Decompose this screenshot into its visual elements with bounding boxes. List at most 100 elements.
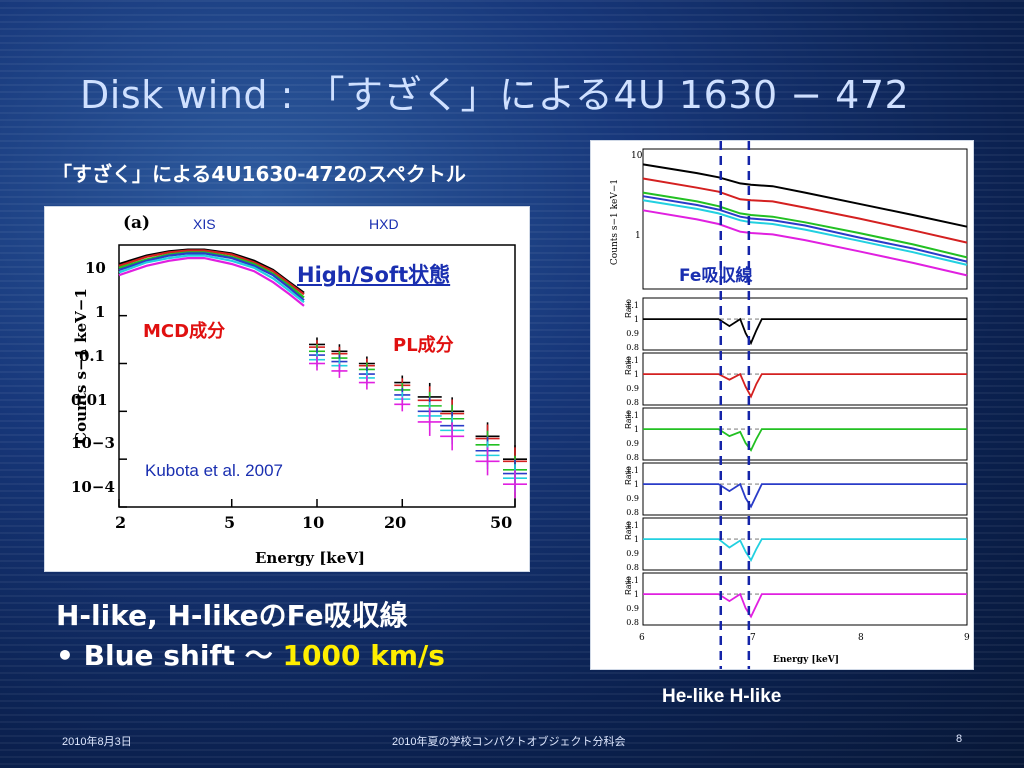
top-plot-frame <box>642 148 968 290</box>
spectrum-series-line <box>642 163 968 228</box>
iron-line-figure: 1.1 1 0.9 0.8 1.1 1 0.9 0.8 1.1 1 0.9 0.8 1.1 1 0.9 0.8… <box>590 140 974 670</box>
ratio-tick-label: 0.9 <box>626 604 639 613</box>
spectrum-series-line <box>642 177 968 244</box>
footer-center: 2010年夏の学校コンパクトオブジェクト分科会 <box>392 736 626 748</box>
spectrum-series-line <box>642 209 968 277</box>
x-tick-label: 8 <box>858 633 864 643</box>
x-tick-label: 10 <box>302 513 325 532</box>
ratio-tick-label: 1 <box>634 315 639 324</box>
ratio-panel-frame <box>642 517 968 571</box>
top-y-tick: 1 <box>635 231 641 241</box>
xis-spectrum-line <box>118 257 305 307</box>
ratio-tick-label: 0.9 <box>626 384 639 393</box>
x-tick-label: 5 <box>224 513 236 532</box>
ratio-series-line <box>643 592 967 619</box>
ratio-tick-label: 0.8 <box>626 563 639 572</box>
ratio-panel-frame <box>642 297 968 351</box>
x-tick-label: 2 <box>115 513 127 532</box>
ratio-tick-label: 1 <box>634 480 639 489</box>
citation-label: Kubota et al. 2007 <box>145 461 284 480</box>
x-axis-label: Energy [keV] <box>773 655 839 665</box>
x-tick-label: 6 <box>639 633 645 643</box>
y-tick-label: 10 <box>85 259 106 277</box>
y-tick-label: 0.01 <box>71 391 108 409</box>
spectrum-series-line <box>642 191 968 259</box>
x-tick-label: 50 <box>490 513 513 532</box>
ratio-tick-label: 1 <box>634 425 639 434</box>
ratio-axis-label: Ratio <box>623 410 633 429</box>
broadband-spectrum-figure: (a) XIS HXD High/Soft状態 MCD成分 PL成分 Kubot… <box>44 206 530 572</box>
bullet-line-2-prefix: • Blue shift 〜 <box>56 639 283 672</box>
ratio-tick-label: 1.1 <box>626 411 639 420</box>
ratio-tick-label: 0.9 <box>626 494 639 503</box>
ratio-axis-label: Ratio <box>623 356 633 375</box>
spectrum-series <box>118 248 527 474</box>
ratio-tick-label: 0.9 <box>626 549 639 558</box>
ratio-tick-label: 0.8 <box>626 453 639 462</box>
ratio-tick-label: 0.8 <box>626 398 639 407</box>
xis-spectrum-line <box>118 251 305 299</box>
panel-label: (a) <box>123 213 151 233</box>
spectrum-series <box>118 254 527 493</box>
ratio-tick-label: 1.1 <box>626 356 639 365</box>
he-h-like-label: He-like H-like <box>662 686 782 707</box>
footer-date: 2010年8月3日 <box>62 736 132 748</box>
bullet-block: H-like, H-likeのFe吸収線 • Blue shift 〜 1000… <box>56 596 445 676</box>
ratio-panel-frame <box>642 572 968 626</box>
state-label: High/Soft状態 <box>297 263 451 287</box>
ratio-tick-label: 1 <box>634 370 639 379</box>
ratio-series-line <box>643 482 967 509</box>
xis-spectrum-line <box>118 254 305 304</box>
iron-line-plot: 1.1 1 0.9 0.8 1.1 1 0.9 0.8 1.1 1 0.9 0.8 1.1 1 0.9 0.8… <box>626 141 968 669</box>
ratio-axis-label: Ratio <box>623 576 633 595</box>
ratio-tick-label: 0.8 <box>626 343 639 352</box>
pl-label: PL成分 <box>393 335 454 356</box>
top-y-tick: 10 <box>631 151 643 161</box>
ratio-tick-label: 0.8 <box>626 618 639 627</box>
ratio-tick-label: 1.1 <box>626 521 639 530</box>
ratio-panel-frame <box>642 462 968 516</box>
spectrum-series-line <box>642 195 968 263</box>
ratio-series-line <box>643 372 967 399</box>
spectrum-series <box>118 257 527 499</box>
footer-page: 8 <box>956 733 963 745</box>
x-tick-label: 9 <box>964 633 970 643</box>
ratio-axis-label: Ratio <box>623 521 633 540</box>
fe-absorption-label: Fe吸収線 <box>679 266 753 286</box>
top-y-axis-label: Counts s−1 keV−1 <box>610 178 620 266</box>
ratio-tick-label: 1 <box>634 535 639 544</box>
ratio-series-line <box>643 538 967 563</box>
ratio-axis-label: Ratio <box>623 466 633 485</box>
spectrum-series <box>118 251 527 484</box>
ratio-panel-frame <box>642 407 968 461</box>
spectrum-series-line <box>642 199 968 266</box>
slide-subtitle: 「すざく」による4U1630-472のスペクトル <box>52 162 466 186</box>
slide-title: Disk wind : 「すざく」による4U 1630 − 472 <box>80 73 910 117</box>
xis-spectrum-line <box>118 252 305 302</box>
ratio-tick-label: 0.8 <box>626 508 639 517</box>
bullet-line-2: • Blue shift 〜 1000 km/s <box>56 636 445 676</box>
x-axis-label: Energy [keV] <box>255 549 365 567</box>
ratio-tick-label: 1.1 <box>626 466 639 475</box>
ratio-tick-label: 0.9 <box>626 439 639 448</box>
ratio-series-line <box>643 428 967 452</box>
y-tick-label: 0.1 <box>79 347 106 365</box>
y-tick-label: 10−4 <box>71 478 115 496</box>
plot-frame <box>118 244 516 508</box>
y-tick-label: 10−3 <box>71 434 115 452</box>
y-tick-label: 1 <box>95 303 106 321</box>
blue-shift-value: 1000 km/s <box>282 639 445 672</box>
xis-spectrum-line <box>118 249 305 296</box>
spectrum-series <box>118 252 527 488</box>
ratio-tick-label: 1.1 <box>626 301 639 310</box>
bullet-line-1: H-like, H-likeのFe吸収線 <box>56 599 408 632</box>
ratio-tick-label: 1 <box>634 590 639 599</box>
mcd-label: MCD成分 <box>143 321 226 342</box>
ratio-tick-label: 0.9 <box>626 329 639 338</box>
ratio-tick-label: 1.1 <box>626 576 639 585</box>
x-tick-label: 20 <box>384 513 407 532</box>
ratio-panel-frame <box>642 352 968 406</box>
x-tick-label: 7 <box>750 633 756 643</box>
ratio-axis-label: Ratio <box>623 299 633 318</box>
ratio-series-line <box>643 317 967 346</box>
